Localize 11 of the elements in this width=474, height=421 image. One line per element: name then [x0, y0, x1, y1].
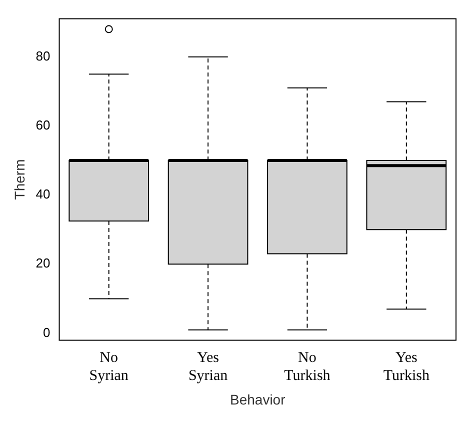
x-tick-label: Yes Syrian: [188, 350, 228, 384]
y-tick-label: 60: [36, 118, 50, 133]
y-tick-label: 40: [36, 186, 50, 202]
x-axis-title: Behavior: [230, 391, 286, 408]
x-tick-label: Yes Turkish: [383, 350, 430, 384]
y-tick-label: 0: [43, 324, 50, 340]
y-axis-title: Therm: [11, 159, 28, 200]
x-tick-label: No Syrian: [89, 350, 129, 384]
y-tick-label: 80: [36, 48, 50, 64]
x-tick-label: No Turkish: [284, 350, 331, 384]
y-tick-label: 20: [36, 256, 50, 271]
